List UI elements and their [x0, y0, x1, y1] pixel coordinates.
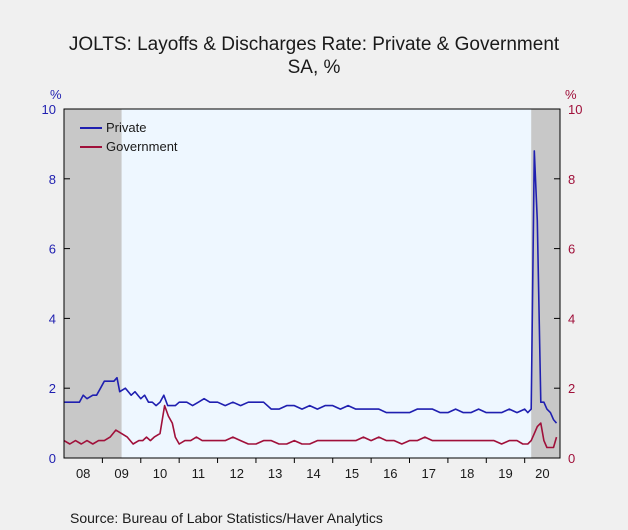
- legend: Private Government: [80, 120, 178, 154]
- recession-band-0: [64, 109, 122, 458]
- chart-title: JOLTS: Layoffs & Discharges Rate: Privat…: [69, 34, 560, 55]
- left-tick-label: 0: [49, 451, 56, 466]
- left-tick-label: 2: [49, 381, 56, 396]
- right-axis-unit: %: [565, 87, 577, 102]
- x-tick-label: 12: [230, 466, 244, 481]
- right-tick-label: 0: [568, 451, 575, 466]
- right-tick-label: 4: [568, 311, 575, 326]
- x-tick-label: 08: [76, 466, 90, 481]
- x-tick-label: 15: [345, 466, 359, 481]
- right-tick-label: 6: [568, 242, 575, 257]
- x-tick-label: 11: [192, 466, 206, 481]
- x-tick-label: 16: [383, 466, 397, 481]
- series-lines: [63, 150, 558, 449]
- series-line-private: [64, 150, 558, 424]
- left-tick-label: 8: [49, 172, 56, 187]
- left-tick-label: 10: [42, 102, 56, 117]
- plot-frame: [63, 108, 561, 459]
- legend-label-private: Private: [106, 120, 146, 135]
- plot-area: [64, 109, 560, 458]
- x-tick-label: 14: [306, 466, 320, 481]
- x-tick-label: 09: [114, 466, 128, 481]
- recession-bands: [64, 109, 560, 458]
- right-tick-label: 10: [568, 102, 582, 117]
- source-note: Source: Bureau of Labor Statistics/Haver…: [70, 510, 383, 526]
- x-tick-label: 13: [268, 466, 282, 481]
- x-tick-label: 18: [460, 466, 474, 481]
- x-tick-label: 17: [421, 466, 435, 481]
- legend-label-government: Government: [106, 139, 178, 154]
- recession-band-1: [531, 109, 560, 458]
- x-tick-label: 10: [153, 466, 167, 481]
- chart-subtitle: SA, %: [288, 57, 341, 78]
- x-tick-label: 20: [535, 466, 549, 481]
- series-line-government: [63, 404, 558, 449]
- right-tick-label: 2: [568, 381, 575, 396]
- left-axis-unit: %: [50, 87, 62, 102]
- right-tick-label: 8: [568, 172, 575, 187]
- left-tick-label: 4: [49, 311, 56, 326]
- x-tick-label: 19: [498, 466, 512, 481]
- left-tick-label: 6: [49, 242, 56, 257]
